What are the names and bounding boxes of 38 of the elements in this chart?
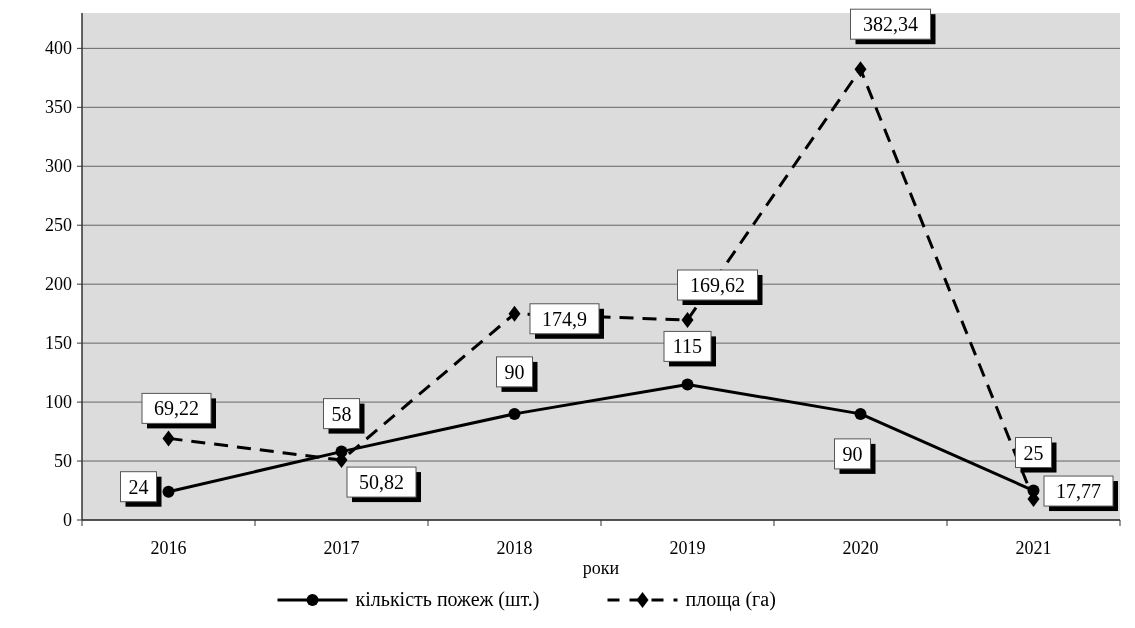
point: [162, 485, 175, 498]
data-label: 50,82: [359, 471, 404, 494]
y-tick-label: 250: [45, 215, 72, 236]
point: [162, 430, 175, 447]
point: [681, 378, 694, 391]
data-label: 17,77: [1056, 480, 1101, 503]
data-label: 174,9: [542, 307, 587, 330]
data-label: 58: [331, 402, 352, 425]
y-tick-label: 300: [45, 156, 72, 177]
y-tick-label: 50: [54, 451, 72, 472]
data-label: 25: [1023, 441, 1044, 464]
data-label: 382,34: [863, 13, 918, 36]
x-tick-label: 2017: [323, 538, 360, 558]
data-label: 90: [504, 360, 525, 383]
y-tick-label: 350: [45, 97, 72, 118]
point: [854, 61, 867, 78]
y-tick-label: 200: [45, 274, 72, 295]
point: [854, 407, 867, 420]
x-tick-label: 2020: [842, 538, 879, 558]
x-tick-label: 2021: [1015, 538, 1052, 558]
data-label: 24: [128, 475, 149, 498]
data-label: 69,22: [154, 397, 199, 420]
x-tick-label: 2016: [150, 538, 187, 558]
legend-label: кількість пожеж (шт.): [355, 588, 540, 611]
point: [681, 312, 694, 329]
data-label: 115: [672, 335, 703, 358]
point: [508, 305, 521, 322]
x-tick-label: 2018: [496, 538, 533, 558]
y-tick-label: 100: [45, 392, 72, 413]
y-tick-label: 400: [45, 38, 72, 59]
y-tick-label: 0: [63, 510, 72, 530]
y-tick-label: 150: [45, 333, 72, 354]
data-label: 169,62: [690, 274, 745, 297]
legend-label: площа (га): [685, 588, 776, 611]
x-axis-title: роки: [582, 558, 620, 578]
x-tick-label: 2019: [669, 538, 706, 558]
data-label: 90: [842, 442, 863, 465]
point: [508, 407, 521, 420]
